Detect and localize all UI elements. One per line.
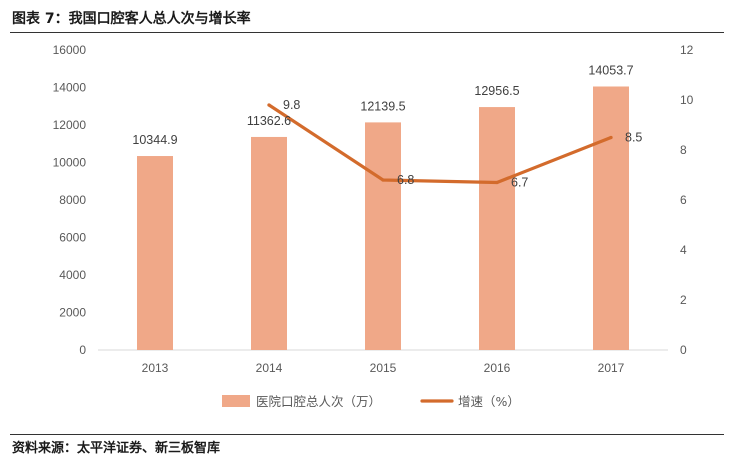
bar xyxy=(593,86,629,350)
bar-data-label: 12139.5 xyxy=(360,99,405,113)
legend: 医院口腔总人次（万） 增速（%） xyxy=(222,394,520,409)
line-point xyxy=(609,135,613,140)
data-labels: 10344.9 11362.6 12139.5 12956.5 14053.7 9.8 6.… xyxy=(132,63,642,189)
y-left-tick-label: 2000 xyxy=(59,306,86,320)
y-left-tick-label: 8000 xyxy=(59,193,86,207)
line-series xyxy=(267,103,613,185)
x-tick-label: 2015 xyxy=(370,361,397,375)
bar-data-label: 12956.5 xyxy=(474,84,519,98)
legend-bar-label: 医院口腔总人次（万） xyxy=(256,394,381,409)
line-data-label: 8.5 xyxy=(625,131,642,145)
y-left-tick-label: 0 xyxy=(79,343,86,357)
line-point xyxy=(381,178,385,182)
bar-series xyxy=(137,86,629,351)
y-right-tick-label: 2 xyxy=(680,293,687,307)
y-right-tick-label: 0 xyxy=(680,343,687,357)
y-right-tick-label: 12 xyxy=(680,43,694,57)
bar xyxy=(479,107,515,350)
x-tick-label: 2014 xyxy=(256,361,283,375)
legend-line-label: 增速（%） xyxy=(458,394,520,409)
source-note: 资料来源：太平洋证券、新三板智库 xyxy=(12,441,221,456)
y-left-tick-label: 4000 xyxy=(59,268,86,282)
y-left-tick-label: 10000 xyxy=(53,156,87,170)
y-left-tick-label: 16000 xyxy=(53,43,87,57)
y-right-tick-label: 10 xyxy=(680,93,694,107)
bar xyxy=(251,136,287,350)
bar-data-label: 14053.7 xyxy=(588,63,633,77)
legend-bar-swatch xyxy=(222,395,250,407)
y-right-tick-label: 8 xyxy=(680,143,687,157)
line-point xyxy=(267,103,271,107)
growth-line xyxy=(267,103,613,185)
y-left-tick-label: 14000 xyxy=(53,81,87,95)
figure-title: 图表 7：我国口腔客人总人次与增长率 xyxy=(12,11,251,27)
bar-data-label: 11362.6 xyxy=(247,114,291,128)
source-rule xyxy=(10,434,724,435)
line-point xyxy=(495,180,499,185)
y-left-tick-label: 6000 xyxy=(59,231,86,245)
bar xyxy=(365,122,401,351)
line-data-label: 6.7 xyxy=(511,176,528,190)
title-rule xyxy=(10,32,724,33)
x-tick-label: 2013 xyxy=(142,361,169,375)
bar xyxy=(137,156,173,350)
y-right-tick-label: 4 xyxy=(680,243,687,257)
x-tick-label: 2016 xyxy=(484,361,511,375)
y-left-tick-label: 12000 xyxy=(53,118,87,132)
line-data-label: 6.8 xyxy=(397,173,414,187)
x-tick-label: 2017 xyxy=(598,361,625,375)
combo-chart: 0 2000 4000 6000 8000 10000 12000 14000 16000 0 2 4… xyxy=(53,43,694,409)
line-data-label: 9.8 xyxy=(283,98,300,112)
y-right-tick-label: 6 xyxy=(680,193,687,207)
axes: 0 2000 4000 6000 8000 10000 12000 14000 16000 0 2 4… xyxy=(53,43,694,375)
bar-data-label: 10344.9 xyxy=(132,133,177,147)
